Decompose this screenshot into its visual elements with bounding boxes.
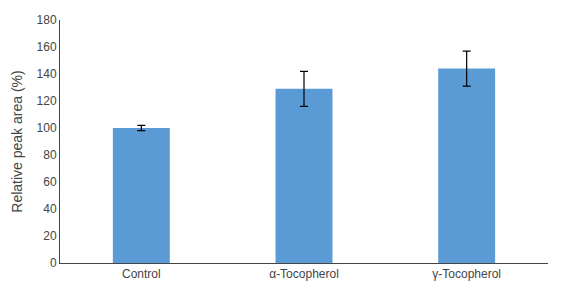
svg-text:120: 120 <box>37 94 57 108</box>
svg-text:80: 80 <box>43 148 57 162</box>
svg-text:180: 180 <box>37 13 57 27</box>
svg-text:160: 160 <box>37 40 57 54</box>
svg-text:140: 140 <box>37 67 57 81</box>
svg-text:α-Tocopherol: α-Tocopherol <box>269 267 339 281</box>
svg-text:Control: Control <box>122 267 161 281</box>
svg-text:60: 60 <box>43 175 57 189</box>
svg-text:20: 20 <box>43 229 57 243</box>
svg-text:γ-Tocopherol: γ-Tocopherol <box>432 267 501 281</box>
svg-text:100: 100 <box>37 121 57 135</box>
svg-text:40: 40 <box>43 202 57 216</box>
svg-text:Relative peak area (%): Relative peak area (%) <box>9 70 25 212</box>
svg-text:0: 0 <box>50 256 57 270</box>
